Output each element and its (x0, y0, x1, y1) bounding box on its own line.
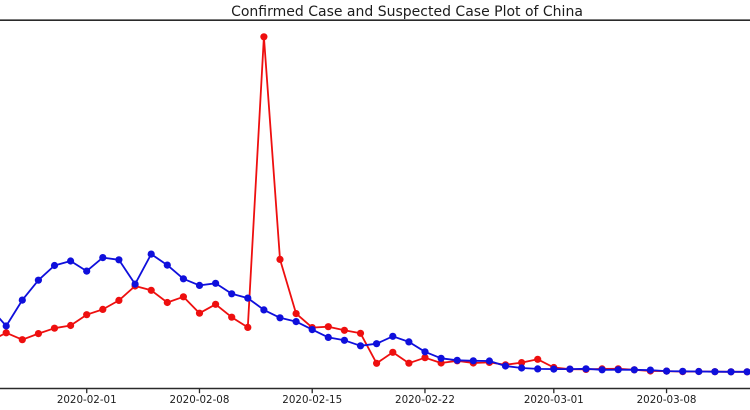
suspected-case-marker (389, 332, 397, 340)
confirmed-case-marker (67, 321, 75, 330)
suspected-case-marker (437, 354, 445, 362)
confirmed-case-marker (212, 300, 220, 308)
suspected-case-marker (534, 365, 542, 373)
suspected-case-marker (598, 366, 606, 374)
suspected-case-marker (646, 366, 655, 374)
x-tick-label: 2020-03-08 (637, 394, 697, 406)
confirmed-case-marker (324, 323, 332, 331)
confirmed-case-marker (389, 348, 397, 356)
confirmed-case-marker (260, 33, 268, 41)
x-tick-label: 2020-02-08 (170, 394, 230, 406)
suspected-case-marker (421, 348, 429, 356)
suspected-case-marker (485, 357, 493, 365)
confirmed-case-marker (356, 329, 365, 337)
suspected-case-marker (195, 281, 204, 289)
suspected-case-marker (179, 275, 187, 283)
suspected-case-marker (18, 296, 26, 304)
suspected-case-marker (405, 338, 413, 346)
confirmed-case-marker (518, 359, 526, 367)
confirmed-case-marker (115, 296, 123, 304)
suspected-case-marker (67, 257, 75, 265)
suspected-case-marker (244, 294, 252, 302)
confirmed-case-marker (34, 330, 43, 338)
plot-frame (0, 19, 750, 390)
suspected-case-marker (373, 340, 381, 348)
confirmed-case-marker (2, 329, 10, 337)
suspected-case-marker (147, 250, 155, 258)
suspected-case-marker (582, 365, 590, 373)
suspected-case-marker (501, 362, 510, 370)
suspected-case-marker (308, 326, 316, 334)
confirmed-case-marker (373, 359, 381, 367)
suspected-case-marker (292, 318, 300, 326)
confirmed-case-marker (18, 336, 26, 344)
confirmed-case-line (0, 35, 748, 373)
suspected-case-marker (614, 366, 622, 374)
confirmed-case-markers (2, 33, 750, 376)
confirmed-case-marker (292, 310, 300, 318)
confirmed-case-marker (340, 326, 348, 334)
confirmed-case-marker (50, 324, 59, 332)
suspected-case-marker (276, 314, 284, 322)
confirmed-case-marker (147, 286, 155, 294)
suspected-case-marker (50, 261, 59, 270)
confirmed-case-marker (163, 298, 171, 307)
suspected-case-marker (356, 342, 365, 350)
suspected-case-marker (679, 367, 687, 375)
confirmed-case-marker (179, 293, 187, 301)
confirmed-case-marker (421, 354, 429, 362)
suspected-case-marker (340, 336, 348, 344)
suspected-case-marker (115, 256, 123, 264)
suspected-case-markers (2, 250, 750, 376)
x-tick-label: 2020-02-15 (282, 394, 342, 406)
suspected-case-marker (453, 356, 461, 364)
suspected-case-marker (566, 365, 574, 373)
suspected-case-marker (212, 279, 220, 287)
confirmed-case-marker (534, 355, 542, 363)
suspected-case-line (0, 253, 748, 373)
x-tick-label: 2020-02-01 (57, 394, 117, 406)
suspected-case-marker (663, 367, 671, 375)
confirmed-case-marker (405, 359, 413, 367)
suspected-case-marker (324, 333, 332, 341)
suspected-case-marker (83, 267, 91, 275)
suspected-case-marker (260, 306, 268, 314)
suspected-case-marker (695, 367, 703, 376)
suspected-case-marker (518, 364, 526, 372)
x-tick-label: 2020-03-01 (524, 394, 584, 406)
suspected-case-marker (743, 368, 750, 376)
suspected-case-marker (163, 261, 171, 269)
chart-title: Confirmed Case and Suspected Case Plot o… (231, 4, 583, 20)
suspected-case-marker (550, 365, 558, 373)
confirmed-case-marker (83, 311, 91, 319)
confirmed-case-marker (244, 323, 252, 331)
suspected-case-marker (99, 254, 107, 262)
suspected-case-marker (34, 276, 43, 284)
suspected-case-marker (2, 322, 10, 330)
suspected-case-marker (131, 280, 139, 288)
confirmed-case-marker (99, 305, 107, 313)
series-group (0, 33, 750, 376)
confirmed-case-marker (276, 255, 284, 263)
suspected-case-marker (630, 366, 638, 374)
suspected-case-marker (469, 357, 477, 365)
suspected-case-marker (727, 368, 735, 376)
suspected-case-marker (228, 290, 236, 298)
x-tick-label: 2020-02-22 (395, 394, 455, 406)
suspected-case-marker (711, 368, 719, 376)
x-axis: 2020-02-01 2020-02-08 2020-02-15 2020-02-22… (57, 388, 697, 406)
confirmed-case-marker (195, 309, 204, 317)
confirmed-case-marker (228, 313, 236, 321)
